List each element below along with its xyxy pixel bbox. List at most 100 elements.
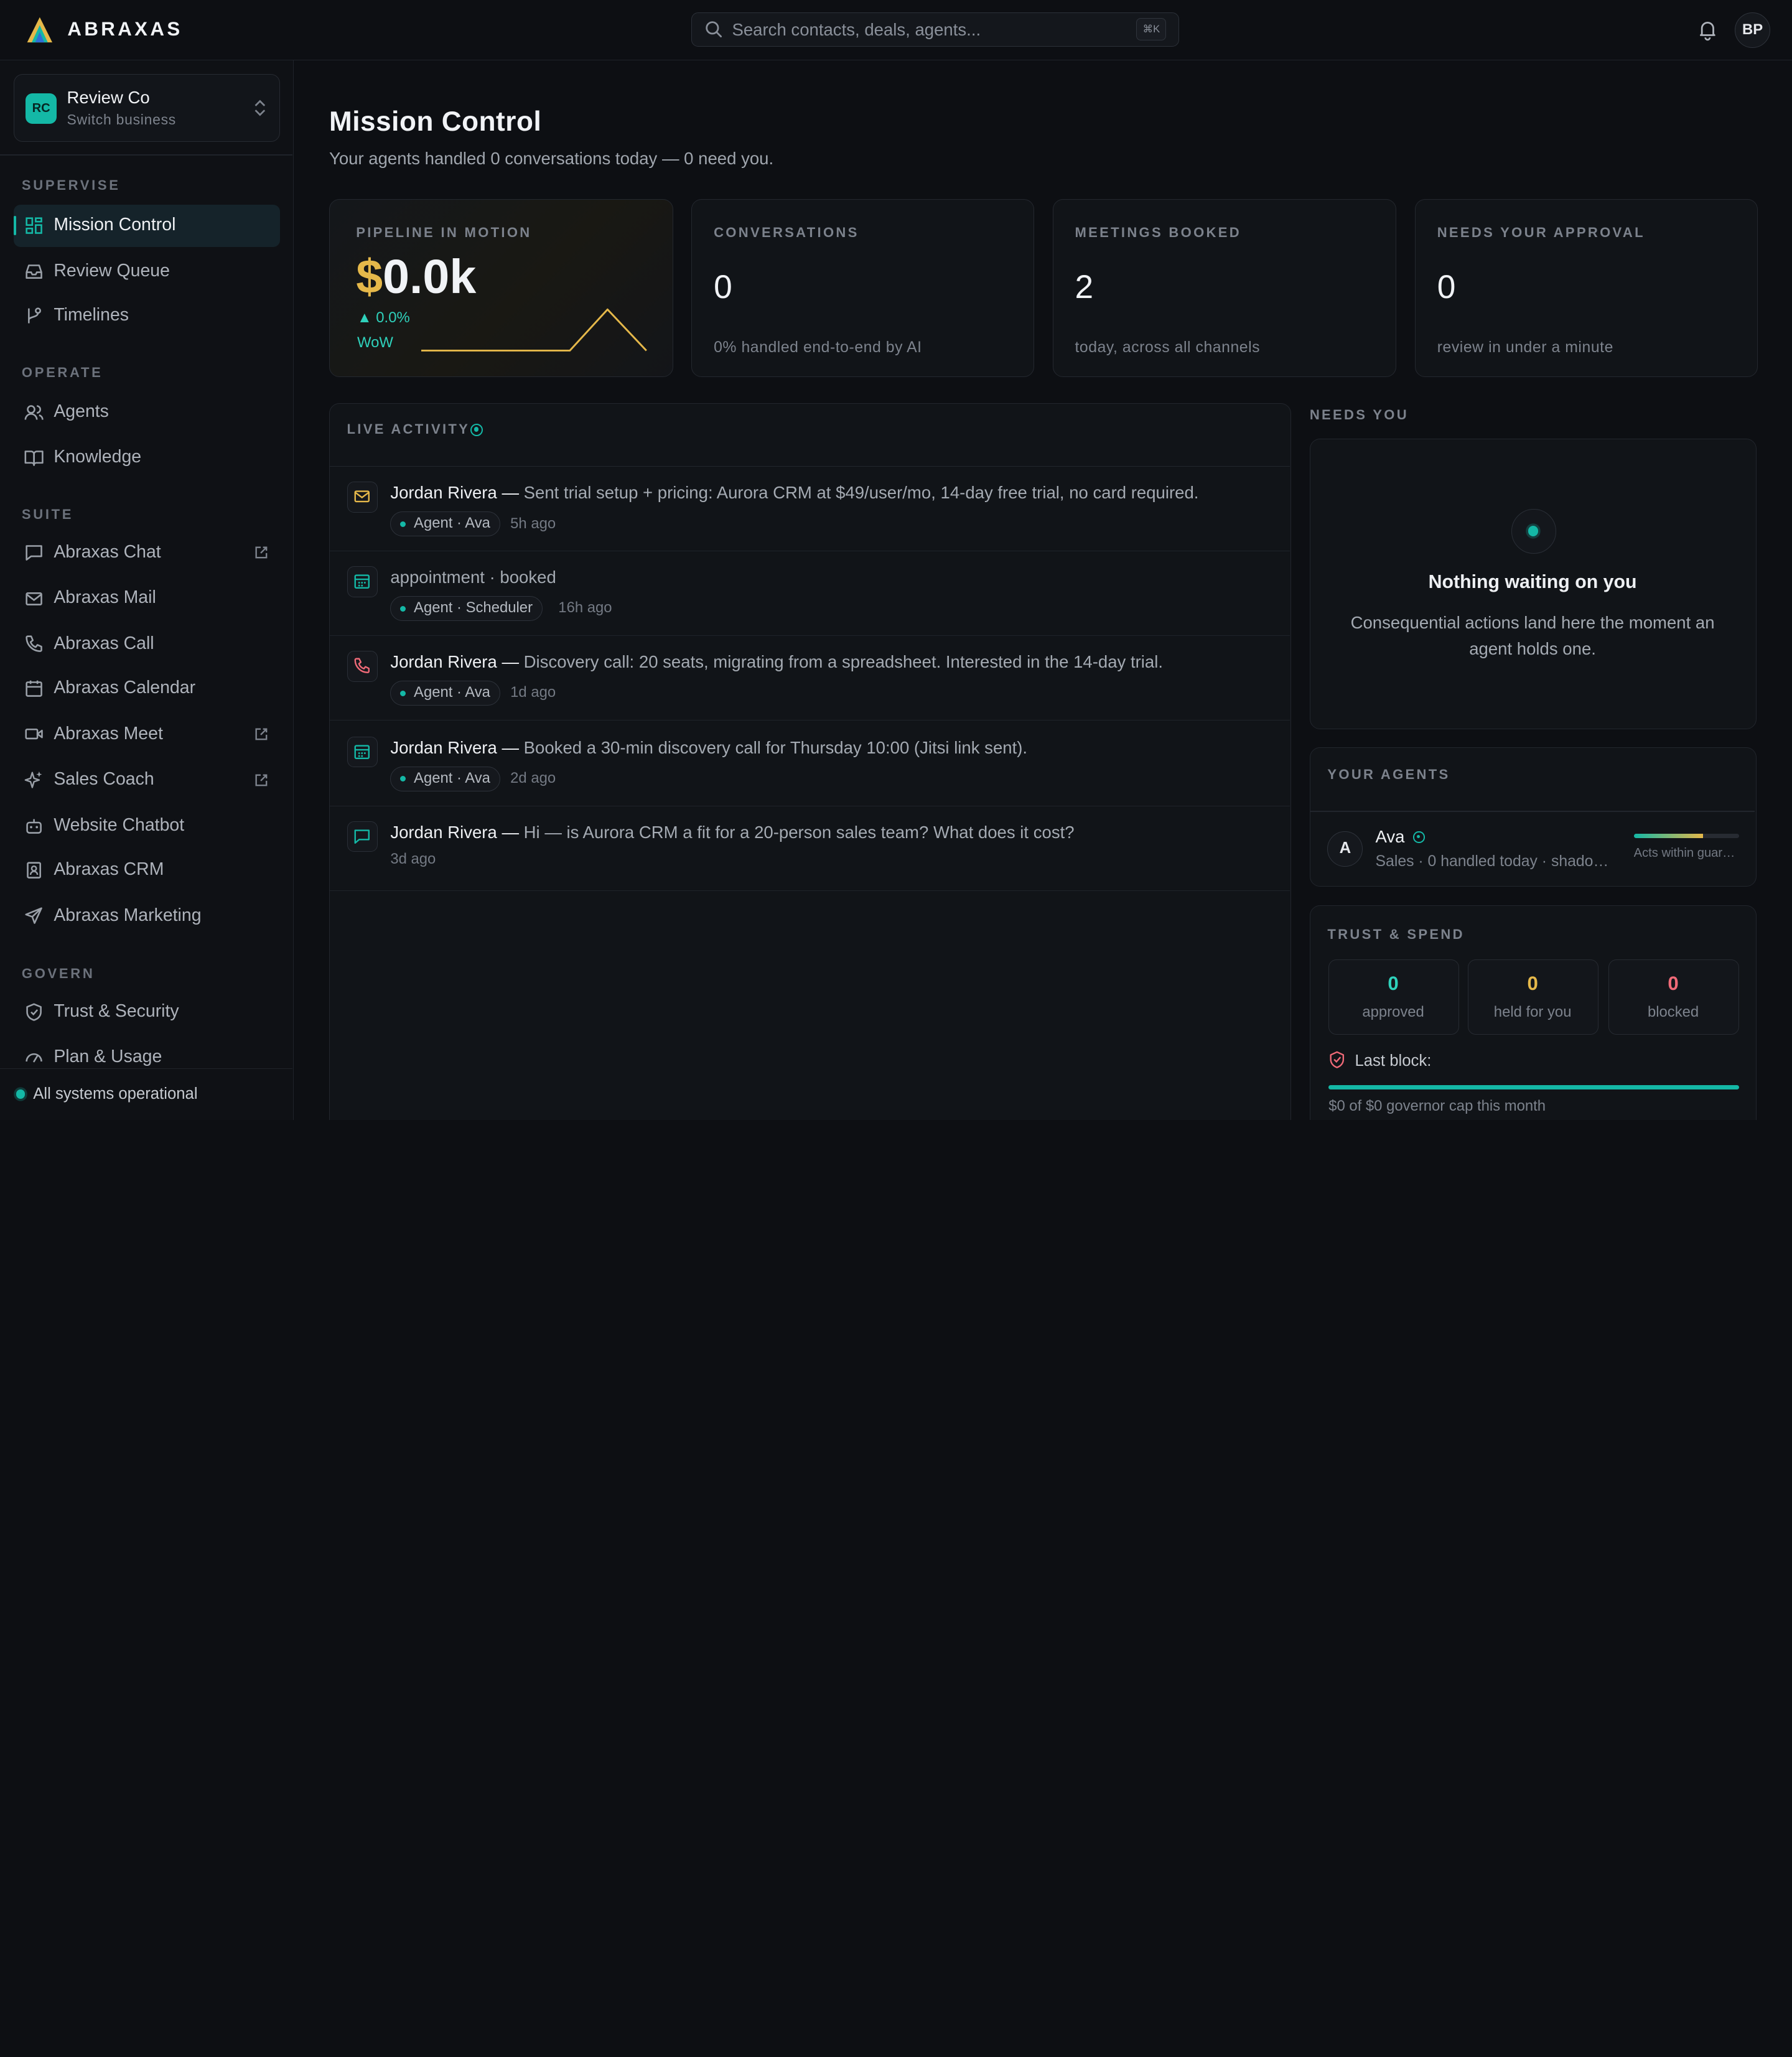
kpi-pipeline-value: $0.0k [356,250,476,305]
switch-business-label: Switch business [67,111,176,128]
activity-time: 16h ago [558,599,612,617]
sidebar-item-abraxas-marketing[interactable]: Abraxas Marketing [14,895,280,937]
app-root: ABRAXAS Search contacts, deals, agents..… [0,12,1792,1120]
activity-summary: Sent trial setup + pricing: Aurora CRM a… [519,483,1199,503]
brand-name[interactable]: ABRAXAS [67,18,183,40]
needs-you-panel: Nothing waiting on you Consequential act… [1309,439,1757,729]
abraxas-logo-icon[interactable] [25,15,55,45]
search-input[interactable]: Search contacts, deals, agents... [732,20,981,40]
governor-cap-text: $0 of $0 governor cap this month [1328,1098,1546,1115]
sidebar-item-abraxas-meet[interactable]: Abraxas Meet [14,713,280,755]
section-supervise: SUPERVISE [21,177,121,193]
sidebar-item-review-queue[interactable]: Review Queue [14,250,280,292]
activity-time: 2d ago [510,770,556,787]
kpi-approval-card[interactable]: NEEDS YOUR APPROVAL 0 review in under a … [1414,198,1758,378]
sidebar-item-website-chatbot[interactable]: Website Chatbot [14,805,280,847]
sparkles-icon [24,771,42,788]
sidebar-item-plan-usage[interactable]: Plan & Usage [14,1037,280,1079]
stat-blocked[interactable]: 0 blocked [1608,959,1739,1035]
activity-row[interactable]: appointment · booked Agent · Scheduler 1… [329,551,1290,637]
agent-trust-label: Acts within guardrails [1633,846,1739,861]
activity-summary: Discovery call: 20 seats, migrating from… [519,651,1164,671]
sidebar-item-abraxas-call[interactable]: Abraxas Call [14,623,280,665]
kpi-value: 0 [1437,268,1456,306]
bell-icon[interactable] [1696,18,1719,41]
activity-icon [347,651,378,682]
agent-tag[interactable]: Agent · Scheduler [390,595,543,622]
sidebar-item-abraxas-calendar[interactable]: Abraxas Calendar [14,668,280,710]
governor-cap-bar [1328,1085,1739,1090]
agent-tag[interactable]: Agent · Ava [390,766,500,791]
sidebar-item-label: Review Queue [54,260,170,281]
kpi-foot: today, across all channels [1075,338,1261,356]
stat-value: 0 [1388,973,1399,995]
sparkline-line [421,308,647,352]
mail-icon [25,592,42,605]
agent-tag[interactable]: Agent · Ava [390,511,500,537]
sidebar-item-knowledge[interactable]: Knowledge [14,437,280,479]
activity-text: Jordan Rivera — Discovery call: 20 seats… [390,652,1163,672]
page-title: Mission Control [329,106,542,137]
trust-spend-label: TRUST & SPEND [1327,926,1465,942]
agent-name[interactable]: Ava [1375,826,1405,846]
sidebar-item-abraxas-chat[interactable]: Abraxas Chat [14,531,280,574]
stat-value: 0 [1668,973,1679,995]
activity-time: 1d ago [510,684,556,701]
search-icon [706,21,722,38]
sidebar-item-trust-security[interactable]: Trust & Security [14,991,280,1033]
phone-icon [354,658,370,674]
contact-name[interactable]: Jordan Rivera — [390,822,519,842]
empty-state-title: Nothing waiting on you [1428,572,1637,593]
contact-name[interactable]: Jordan Rivera — [390,483,519,503]
sidebar-item-label: Abraxas CRM [54,859,164,880]
sidebar-item-sales-coach[interactable]: Sales Coach [14,759,280,801]
stat-held[interactable]: 0 held for you [1468,959,1598,1035]
activity-row[interactable]: Jordan Rivera — Hi — is Aurora CRM a fit… [329,806,1290,891]
chat-icon [25,545,42,561]
activity-summary: Booked a 30-min discovery call for Thurs… [519,737,1028,757]
activity-icon [347,821,378,852]
activity-icon [347,736,378,768]
agent-tag[interactable]: Agent · Ava [390,680,500,706]
activity-row[interactable]: Jordan Rivera — Sent trial setup + prici… [329,467,1290,552]
sidebar-item-timelines[interactable]: Timelines [14,295,280,337]
kpi-foot: review in under a minute [1437,338,1613,356]
sidebar-item-label: Timelines [54,305,129,325]
contact-name[interactable]: Jordan Rivera — [390,651,519,671]
pipeline-sparkline [421,308,647,352]
phone-icon [25,635,42,653]
sidebar-item-mission-control[interactable]: Mission Control [14,204,280,247]
section-govern: GOVERN [21,966,95,981]
your-agents-panel: YOUR AGENTS A Ava Sales · 0 handled toda… [1309,747,1757,887]
sidebar-item-abraxas-mail[interactable]: Abraxas Mail [14,577,280,620]
sidebar-item-abraxas-crm[interactable]: Abraxas CRM [14,849,280,892]
sidebar-item-agents[interactable]: Agents [14,391,280,433]
external-link-icon [255,774,268,786]
business-switcher[interactable]: RC Review Co Switch business [14,74,280,142]
divider [1310,811,1755,813]
kpi-conversations-card[interactable]: CONVERSATIONS 0 0% handled end-to-end by… [691,198,1035,378]
kpi-meetings-card[interactable]: MEETINGS BOOKED 2 today, across all chan… [1052,198,1397,378]
empty-state-body: Consequential actions land here the mome… [1350,612,1715,659]
user-avatar[interactable]: BP [1735,12,1771,49]
section-operate: OPERATE [21,364,103,380]
book-icon [24,450,44,466]
empty-state-icon [1511,509,1556,554]
kpi-label: NEEDS YOUR APPROVAL [1437,224,1645,240]
activity-row[interactable]: Jordan Rivera — Discovery call: 20 seats… [329,636,1290,721]
sidebar-item-label: Sales Coach [54,769,154,790]
calendar-icon [354,745,370,759]
stat-approved[interactable]: 0 approved [1328,959,1459,1035]
activity-summary: Hi — is Aurora CRM a fit for a 20-person… [519,822,1075,842]
agent-avatar[interactable]: A [1327,831,1363,867]
kpi-pipeline-card[interactable]: PIPELINE IN MOTION $0.0k ▲ 0.0% WoW [329,198,673,378]
global-search[interactable]: Search contacts, deals, agents... ⌘K [691,12,1180,47]
sidebar-item-label: Abraxas Marketing [54,905,202,925]
sidebar-item-label: Abraxas Mail [54,587,156,608]
divider [329,465,1290,467]
contact-name[interactable]: Jordan Rivera — [390,737,519,757]
sidebar-item-label: Knowledge [54,447,142,467]
search-shortcut-badge: ⌘K [1136,17,1167,41]
activity-row[interactable]: Jordan Rivera — Booked a 30-min discover… [329,722,1290,806]
activity-time: 3d ago [390,851,436,868]
